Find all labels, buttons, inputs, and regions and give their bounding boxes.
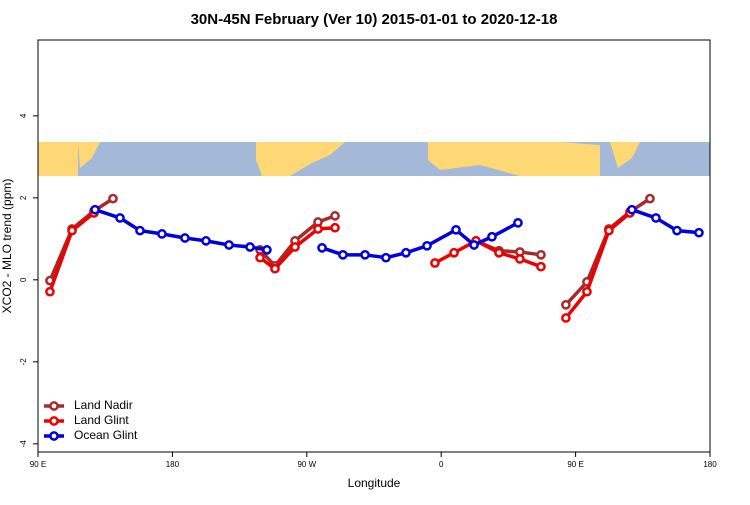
y-tick-label: -2 bbox=[19, 358, 28, 366]
x-tick-label: 90 E bbox=[567, 460, 583, 469]
point bbox=[536, 249, 546, 260]
point bbox=[201, 236, 211, 246]
point bbox=[67, 225, 77, 236]
point bbox=[381, 252, 391, 263]
y-tick-label: 0 bbox=[19, 277, 28, 282]
point bbox=[513, 217, 523, 228]
point bbox=[515, 254, 525, 264]
point bbox=[224, 240, 234, 250]
land bbox=[38, 142, 78, 176]
point bbox=[672, 225, 682, 236]
point bbox=[245, 242, 255, 252]
point bbox=[317, 242, 327, 253]
point bbox=[45, 286, 55, 297]
point bbox=[270, 263, 280, 274]
point bbox=[401, 247, 411, 258]
land bbox=[610, 142, 640, 168]
y-tick-label: 2 bbox=[19, 195, 28, 200]
point bbox=[255, 252, 265, 263]
point bbox=[157, 229, 167, 239]
point bbox=[582, 286, 592, 297]
legend-label: Ocean Glint bbox=[74, 428, 138, 442]
point bbox=[449, 247, 459, 258]
point bbox=[536, 261, 546, 272]
legend-marker bbox=[49, 416, 59, 426]
point bbox=[430, 258, 440, 268]
land bbox=[78, 142, 100, 168]
point bbox=[494, 247, 504, 258]
chart-title: 30N-45N February (Ver 10) 2015-01-01 to … bbox=[191, 11, 558, 28]
point bbox=[360, 249, 370, 260]
land bbox=[256, 142, 345, 176]
x-tick-label: 0 bbox=[439, 460, 444, 469]
point bbox=[135, 225, 145, 236]
y-axis-label: XCO2 - MLO trend (ppm) bbox=[0, 179, 14, 314]
point bbox=[451, 224, 461, 235]
point bbox=[313, 224, 323, 234]
point bbox=[561, 313, 571, 323]
point bbox=[487, 231, 497, 242]
legend-label: Land Glint bbox=[74, 413, 129, 427]
point bbox=[651, 213, 661, 223]
x-tick-label: 180 bbox=[166, 460, 180, 469]
legend-marker bbox=[49, 401, 59, 411]
x-tick-label: 90 E bbox=[30, 460, 46, 469]
legend-marker bbox=[49, 431, 59, 441]
point bbox=[115, 213, 125, 223]
map-band bbox=[38, 142, 710, 176]
point bbox=[627, 204, 637, 215]
x-tick-label: 90 W bbox=[297, 460, 316, 469]
legend-label: Land Nadir bbox=[74, 398, 133, 412]
point bbox=[262, 245, 272, 255]
point bbox=[180, 233, 190, 243]
point bbox=[469, 240, 479, 250]
x-axis-label: Longitude bbox=[348, 476, 401, 490]
point bbox=[422, 240, 432, 251]
point bbox=[561, 299, 571, 310]
y-tick-label: 4 bbox=[19, 113, 28, 118]
point bbox=[330, 222, 340, 233]
plot-frame bbox=[37, 39, 711, 453]
point bbox=[108, 193, 118, 204]
point bbox=[290, 242, 300, 252]
point bbox=[604, 225, 614, 236]
point bbox=[645, 193, 655, 204]
ocean bbox=[38, 142, 710, 176]
point bbox=[338, 249, 348, 260]
point bbox=[694, 227, 704, 238]
x-tick-label: 180 bbox=[703, 460, 717, 469]
point bbox=[330, 211, 340, 221]
land bbox=[428, 142, 600, 176]
y-tick-label: -4 bbox=[19, 440, 28, 448]
point bbox=[90, 204, 100, 215]
